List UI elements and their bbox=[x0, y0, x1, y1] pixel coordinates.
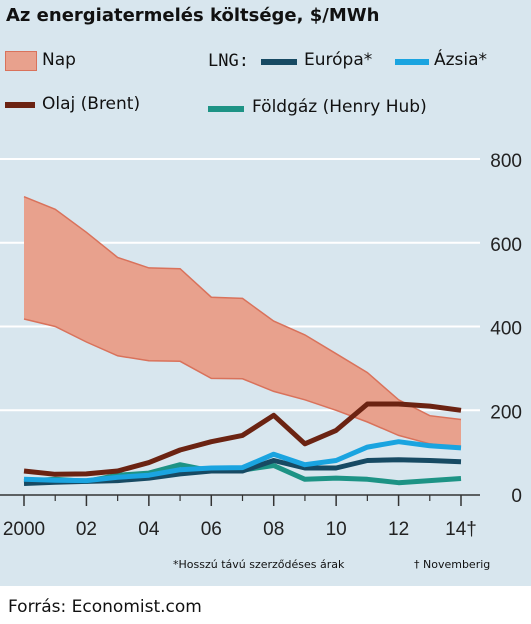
source-credit: Forrás: Economist.com bbox=[8, 597, 202, 617]
legend-label-azsia: Ázsia* bbox=[434, 50, 488, 70]
y-tick-label-200: 200 bbox=[490, 402, 522, 423]
legend-label-nap: Nap bbox=[42, 50, 76, 70]
chart-title: Az energiatermelés költsége, $/MWh bbox=[6, 5, 380, 26]
legend-swatch-azsia bbox=[395, 59, 429, 65]
legend-label-europa: Európa* bbox=[304, 50, 373, 70]
x-tick-label-2004: 04 bbox=[138, 519, 160, 540]
footnote-contract: *Hosszú távú szerződéses árak bbox=[173, 558, 345, 571]
y-tick-label-400: 400 bbox=[490, 319, 522, 340]
x-tick-label-2014: 14† bbox=[445, 519, 477, 540]
band-nap bbox=[24, 196, 461, 448]
band-nap-lower-edge bbox=[23, 318, 462, 449]
legend-label-foldgaz: Földgáz (Henry Hub) bbox=[252, 97, 427, 117]
legend-swatch-nap bbox=[5, 51, 37, 71]
y-tick-label-800: 800 bbox=[490, 151, 522, 172]
series-line-azsia bbox=[23, 439, 462, 484]
x-tick-label-2008: 08 bbox=[263, 519, 284, 540]
y-tick-label-600: 600 bbox=[490, 235, 522, 256]
x-tick-label-2010: 10 bbox=[326, 519, 347, 540]
x-tick-label-2012: 12 bbox=[388, 519, 409, 540]
y-tick-label-0: 0 bbox=[511, 486, 522, 507]
x-tick-label-2002: 02 bbox=[76, 519, 97, 540]
legend-swatch-foldgaz bbox=[208, 106, 244, 112]
x-tick-label-2000: 2000 bbox=[3, 519, 45, 540]
legend-label-lng: LNG: bbox=[208, 51, 249, 71]
chart-svg: 0 200 400 600 800 2000 02 04 06 08 10 12 14† bbox=[0, 151, 522, 540]
footnote-november: † Novemberig bbox=[414, 558, 491, 571]
legend-swatch-europa bbox=[261, 59, 297, 65]
x-tick-label-2006: 06 bbox=[201, 519, 222, 540]
series-line-olaj bbox=[23, 401, 462, 477]
legend-label-olaj: Olaj (Brent) bbox=[42, 94, 141, 114]
legend-swatch-olaj bbox=[5, 102, 35, 108]
band-nap-upper-edge bbox=[23, 196, 462, 421]
